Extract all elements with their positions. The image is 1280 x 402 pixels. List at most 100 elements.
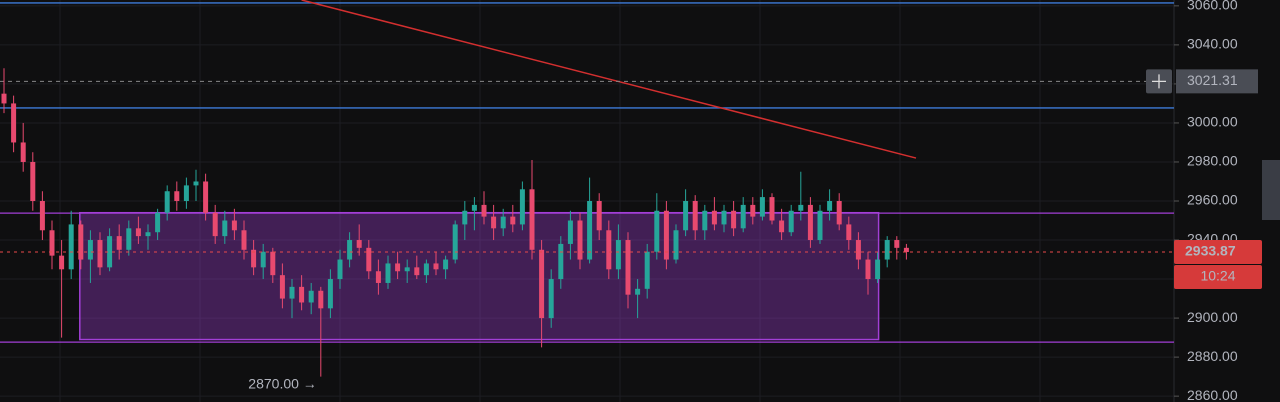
candle-body xyxy=(692,201,698,231)
candle-body xyxy=(423,263,429,276)
candle-body xyxy=(366,247,372,272)
candle-body xyxy=(673,230,679,260)
candle-body xyxy=(740,204,746,229)
candle-body xyxy=(635,288,641,295)
candle-body xyxy=(865,259,871,280)
candle-body xyxy=(97,240,103,268)
candle-body xyxy=(654,210,660,252)
candle-body xyxy=(203,181,209,213)
candle-body xyxy=(510,216,516,225)
y-tick-label: 2860.00 xyxy=(1187,387,1238,402)
countdown-bg xyxy=(1174,264,1262,289)
candle-body xyxy=(625,240,631,295)
candle-body xyxy=(404,267,410,272)
candle-body xyxy=(289,286,295,299)
candle-body xyxy=(327,279,333,309)
candle-body xyxy=(308,290,314,303)
candle-body xyxy=(356,240,362,248)
candle-body xyxy=(222,220,228,237)
y-tick-label: 3000.00 xyxy=(1187,114,1238,130)
range-box xyxy=(79,211,880,341)
y-tick-label: 3060.00 xyxy=(1187,0,1238,13)
candle-body xyxy=(577,220,583,260)
candle-body xyxy=(116,236,122,250)
last-price-bg xyxy=(1174,239,1262,264)
candle-body xyxy=(155,212,161,233)
candle-body xyxy=(126,228,132,250)
candle-body xyxy=(798,204,804,211)
candle-body xyxy=(827,201,833,211)
candle-body xyxy=(59,255,65,270)
candle-body xyxy=(539,249,545,319)
y-tick-label: 2900.00 xyxy=(1187,309,1238,325)
candle-body xyxy=(135,228,141,237)
candle-body xyxy=(548,279,554,319)
candle-body xyxy=(241,230,247,250)
trendline xyxy=(301,0,917,159)
candle-body xyxy=(731,210,737,229)
candle-body xyxy=(759,197,765,217)
candle-body xyxy=(750,204,756,217)
candle-body xyxy=(279,275,285,299)
candle-body xyxy=(347,240,353,260)
candle-body xyxy=(711,210,717,225)
candle-body xyxy=(769,197,775,221)
candle-body xyxy=(318,290,324,309)
y-tick-label: 2960.00 xyxy=(1187,192,1238,208)
candle-body xyxy=(500,216,506,229)
candle-body xyxy=(721,210,727,225)
last-price-label: 2933.87 xyxy=(1185,243,1236,259)
candle-body xyxy=(788,210,794,233)
candle-body xyxy=(164,191,170,213)
candle-body xyxy=(519,189,525,225)
candle-body xyxy=(414,267,420,276)
candle-body xyxy=(663,210,669,260)
candle-body xyxy=(270,251,276,276)
candle-body xyxy=(462,210,468,225)
candle-body xyxy=(846,224,852,241)
candle-body xyxy=(471,204,477,211)
candle-body xyxy=(231,220,237,231)
candle-body xyxy=(817,210,823,241)
candle-body xyxy=(87,240,93,260)
candle-body xyxy=(491,216,497,229)
candle-body xyxy=(145,232,151,237)
scroll-handle[interactable] xyxy=(1262,160,1280,220)
candle-body xyxy=(107,236,113,268)
candle-body xyxy=(11,103,17,143)
candle-body xyxy=(39,201,45,231)
candle-body xyxy=(78,224,84,260)
y-tick-label: 3040.00 xyxy=(1187,36,1238,52)
crosshair-label-bg xyxy=(1176,69,1258,94)
candle-body xyxy=(836,201,842,225)
y-tick-label: 2880.00 xyxy=(1187,348,1238,364)
candle-body xyxy=(337,259,343,280)
candle-body xyxy=(385,263,391,283)
countdown-label: 10:24 xyxy=(1200,268,1235,284)
crosshair-label: 3021.31 xyxy=(1187,72,1238,88)
candle-body xyxy=(1,93,7,104)
candle-body xyxy=(683,201,689,231)
candle-body xyxy=(702,210,708,231)
candle-body xyxy=(433,263,439,270)
candle-body xyxy=(395,263,401,272)
candle-body xyxy=(251,249,257,268)
candle-body xyxy=(183,185,189,201)
plus-icon xyxy=(1152,74,1166,89)
candle-body xyxy=(903,247,909,252)
candle-body xyxy=(884,240,890,260)
candle-body xyxy=(30,161,36,201)
candle-body xyxy=(260,251,266,268)
candle-body xyxy=(193,181,199,186)
low-annotation: 2870.00 → xyxy=(248,375,317,391)
candle-body xyxy=(807,204,813,241)
candle-body xyxy=(644,251,650,289)
candle-body xyxy=(174,191,180,201)
candle-body xyxy=(875,259,881,280)
candle-body xyxy=(452,224,458,260)
candle-body xyxy=(375,271,381,283)
candle-body xyxy=(68,224,74,270)
candle-body xyxy=(606,230,612,270)
candle-body xyxy=(779,220,785,233)
candle-body xyxy=(855,240,861,260)
